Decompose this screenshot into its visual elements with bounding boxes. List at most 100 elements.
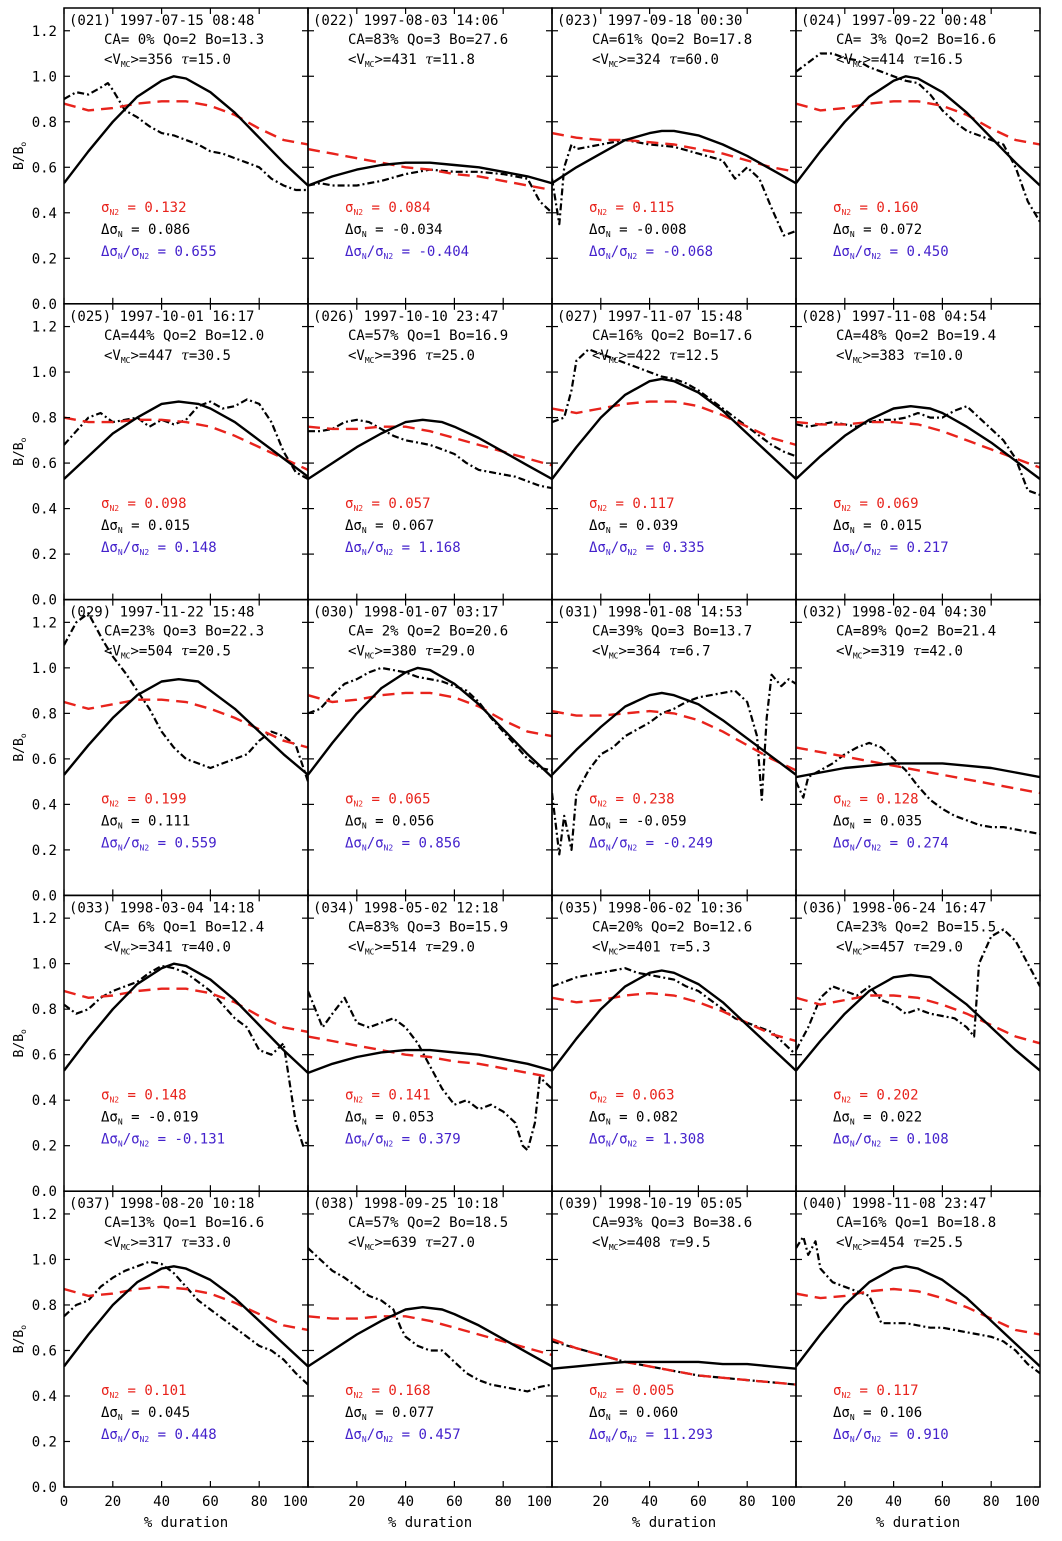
- model-solid-line: [796, 973, 1040, 1072]
- panel-header: (024) 1997-09-22 00:48: [801, 13, 986, 29]
- observed-line: [308, 1247, 552, 1393]
- delta-sigma-text: ΔσN = -0.008: [589, 222, 687, 239]
- x-tick-label: 20: [592, 1494, 609, 1510]
- y-tick-label: 0.6: [32, 1048, 57, 1064]
- model-dashed-line: [64, 100, 308, 146]
- panel-038: (038) 1998-09-25 10:18 CA=57% Qo=2 Bo=18.…: [307, 1190, 553, 1488]
- y-tick-label: 0.2: [32, 251, 57, 267]
- x-tick-label: 80: [739, 1494, 756, 1510]
- y-tick-label: 0.6: [32, 160, 57, 176]
- y-tick-label: 0.0: [32, 1184, 57, 1200]
- panel-vmc-tau: <VMC>=383 τ=10.0: [836, 348, 963, 365]
- panel-lines: [552, 348, 796, 480]
- sigma-n2-text: σN2 = 0.057: [345, 496, 431, 513]
- x-tick-label: 100: [527, 1494, 552, 1510]
- x-tick-label: 40: [153, 1494, 170, 1510]
- model-solid-line: [552, 691, 796, 776]
- panel-params: CA=16% Qo=1 Bo=18.8: [836, 1215, 996, 1231]
- panel-lines: [64, 962, 308, 1147]
- panel-033: (033) 1998-03-04 14:18 CA= 6% Qo=1 Bo=12.…: [63, 894, 309, 1192]
- panel-031: (031) 1998-01-08 14:53 CA=39% Qo=3 Bo=13.…: [551, 598, 797, 897]
- panel-params: CA=61% Qo=2 Bo=17.8: [592, 32, 752, 48]
- panel-params: CA= 0% Qo=2 Bo=13.3: [104, 32, 264, 48]
- delta-sigma-text: ΔσN = -0.019: [101, 1109, 199, 1126]
- panel-vmc-tau: <VMC>=422 τ=12.5: [592, 348, 719, 365]
- model-solid-line: [308, 1048, 552, 1075]
- model-dashed-line: [64, 698, 308, 749]
- x-axis-label: % duration: [876, 1515, 960, 1531]
- ratio-text: ΔσN/σN2 = 0.910: [833, 1427, 949, 1444]
- x-tick-label: 20: [104, 1494, 121, 1510]
- sigma-n2-text: σN2 = 0.128: [833, 792, 919, 809]
- panel-lines: [64, 398, 308, 480]
- panel-header: (039) 1998-10-19 05:05: [557, 1196, 742, 1212]
- panel-lines: [64, 75, 308, 192]
- model-dashed-line: [796, 994, 1040, 1045]
- panel-037: (037) 1998-08-20 10:18 CA=13% Qo=1 Bo=16.…: [63, 1190, 309, 1488]
- model-dashed-line: [796, 100, 1040, 146]
- y-tick-label: 0.8: [32, 1298, 57, 1314]
- panel-vmc-tau: <VMC>=431 τ=11.8: [348, 52, 475, 69]
- x-tick-label: 0: [60, 1494, 68, 1510]
- ratio-text: ΔσN/σN2 = 0.448: [101, 1427, 217, 1444]
- panel-params: CA=89% Qo=2 Bo=21.4: [836, 624, 996, 640]
- panel-header: (023) 1997-09-18 00:30: [557, 13, 742, 29]
- delta-sigma-text: ΔσN = 0.077: [345, 1405, 434, 1422]
- panel-params: CA=23% Qo=2 Bo=15.5: [836, 919, 996, 935]
- panel-params: CA= 3% Qo=2 Bo=16.6: [836, 32, 996, 48]
- observed-line: [64, 1260, 308, 1386]
- panel-029: (029) 1997-11-22 15:48 CA=23% Qo=3 Bo=22.…: [63, 598, 309, 897]
- sigma-n2-text: σN2 = 0.084: [345, 200, 431, 217]
- y-tick-label: 0.8: [32, 1002, 57, 1018]
- x-tick-label: 20: [348, 1494, 365, 1510]
- ratio-text: ΔσN/σN2 = 0.148: [101, 540, 217, 557]
- y-tick-label: 1.2: [32, 320, 57, 336]
- panel-039: (039) 1998-10-19 05:05 CA=93% Qo=3 Bo=38.…: [551, 1190, 797, 1488]
- panel-lines: [308, 990, 552, 1152]
- ratio-text: ΔσN/σN2 = 0.856: [345, 836, 461, 853]
- model-solid-line: [308, 161, 552, 187]
- panel-header: (032) 1998-02-04 04:30: [801, 605, 986, 621]
- panel-lines: [796, 1235, 1040, 1375]
- delta-sigma-text: ΔσN = 0.053: [345, 1109, 434, 1126]
- model-dashed-line: [552, 1337, 796, 1386]
- sigma-n2-text: σN2 = 0.117: [833, 1383, 919, 1400]
- y-tick-label: 1.2: [32, 24, 57, 40]
- y-axis-label: B/Bo: [12, 437, 28, 465]
- x-axis-label: % duration: [388, 1515, 472, 1531]
- delta-sigma-text: ΔσN = 0.106: [833, 1405, 922, 1422]
- sigma-n2-text: σN2 = 0.098: [101, 496, 187, 513]
- y-tick-label: 0.2: [32, 1139, 57, 1155]
- sigma-n2-text: σN2 = 0.199: [101, 792, 187, 809]
- ratio-text: ΔσN/σN2 = 0.559: [101, 836, 217, 853]
- ratio-text: ΔσN/σN2 = 0.655: [101, 244, 217, 261]
- observed-line: [552, 1340, 796, 1386]
- panel-header: (029) 1997-11-22 15:48: [69, 605, 254, 621]
- panel-027: (027) 1997-11-07 15:48 CA=16% Qo=2 Bo=17.…: [551, 303, 797, 601]
- model-dashed-line: [796, 1287, 1040, 1336]
- y-tick-label: 0.0: [32, 1480, 57, 1496]
- x-tick-label: 20: [836, 1494, 853, 1510]
- y-tick-label: 0.6: [32, 752, 57, 768]
- model-dashed-line: [552, 991, 796, 1043]
- panel-params: CA=39% Qo=3 Bo=13.7: [592, 624, 752, 640]
- panel-022: (022) 1997-08-03 14:06 CA=83% Qo=3 Bo=27.…: [307, 7, 553, 305]
- y-tick-label: 1.0: [32, 69, 57, 85]
- observed-line: [796, 52, 1040, 223]
- panel-vmc-tau: <VMC>=401 τ=5.3: [592, 939, 711, 956]
- y-tick-label: 0.2: [32, 1434, 57, 1450]
- y-axis-label: B/Bo: [12, 733, 28, 761]
- panel-header: (028) 1997-11-08 04:54: [801, 309, 986, 325]
- delta-sigma-text: ΔσN = 0.022: [833, 1109, 922, 1126]
- x-tick-label: 100: [283, 1494, 308, 1510]
- model-dashed-line: [796, 420, 1040, 469]
- sigma-n2-text: σN2 = 0.132: [101, 200, 187, 217]
- panel-lines: [64, 1260, 308, 1386]
- x-tick-label: 80: [983, 1494, 1000, 1510]
- sigma-n2-text: σN2 = 0.238: [589, 792, 675, 809]
- panel-lines: [64, 612, 308, 782]
- observed-line: [552, 348, 796, 458]
- panel-vmc-tau: <VMC>=447 τ=30.5: [104, 348, 231, 365]
- panel-lines: [796, 928, 1040, 1072]
- ratio-text: ΔσN/σN2 = 0.274: [833, 836, 949, 853]
